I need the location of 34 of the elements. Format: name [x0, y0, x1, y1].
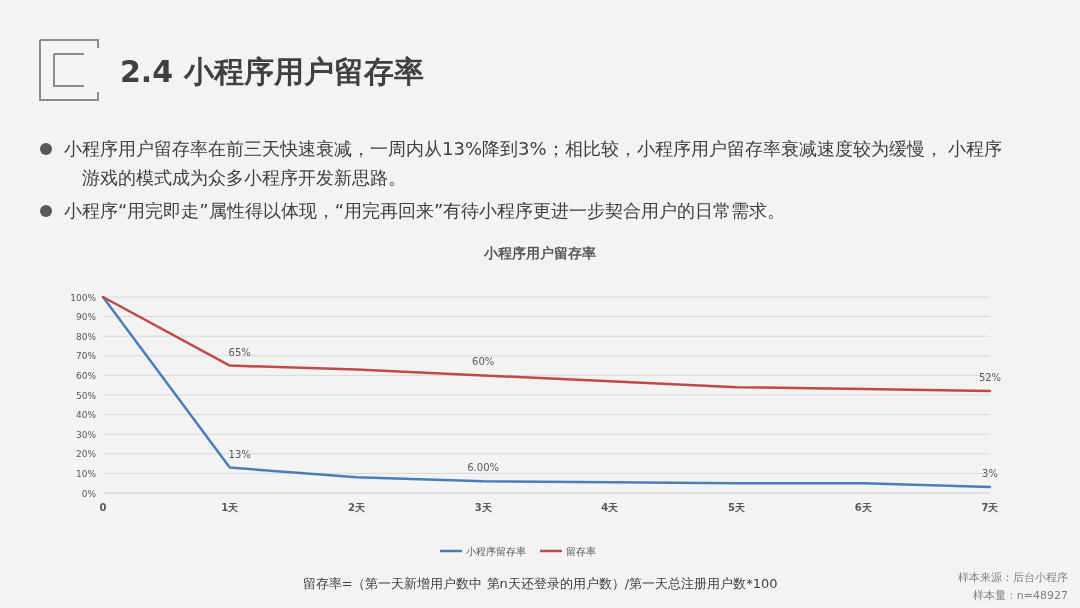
x-tick-label: 6天	[854, 502, 873, 513]
text: 样本量：n=48927	[972, 589, 1068, 602]
data-label: 60%	[472, 356, 495, 368]
chart-subtitle: 小程序用户留存率	[483, 245, 596, 261]
y-tick-label: 90%	[75, 312, 97, 323]
text: 样本来源：后台小程序	[958, 571, 1068, 584]
y-tick-label: 100%	[70, 292, 97, 303]
y-tick-label: 70%	[75, 351, 97, 362]
text: 留存率=（第一天新增用户数中 第n天还登录的用户数）/第一天总注册用户数*100	[302, 576, 778, 591]
x-tick-label: 0	[99, 502, 107, 513]
x-tick-label: 4天	[601, 502, 620, 513]
chart-title: 2.4 小程序用户留存率	[120, 54, 424, 89]
text: 小程序“用完即走”属性得以体现，“用完再回来”有待小程序更进一步契合用户的日常需求。	[64, 200, 786, 221]
legend-label: 小程序留存率	[466, 545, 526, 557]
data-label: 6.00%	[467, 462, 500, 474]
data-label: 13%	[228, 448, 251, 460]
x-tick-label: 1天	[221, 502, 240, 513]
data-label: 65%	[228, 346, 251, 358]
data-label: 52%	[978, 372, 1002, 384]
y-tick-label: 80%	[75, 331, 97, 342]
data-label: 3%	[982, 468, 998, 480]
x-tick-label: 2天	[347, 502, 366, 513]
y-tick-label: 0%	[81, 488, 97, 499]
x-tick-label: 3天	[474, 502, 493, 513]
x-tick-label: 5天	[728, 502, 747, 513]
x-tick-label: 7天	[981, 502, 1000, 513]
y-tick-label: 60%	[75, 370, 97, 381]
y-tick-label: 10%	[75, 468, 97, 479]
y-tick-label: 20%	[75, 449, 97, 460]
text: 小程序用户留存率在前三天快速衰减，一周内从13%降到3%；相比较，小程序用户留存率衰减速度较为缓慢， 小程序游戏的模式成为众多小程序开发新思路。	[64, 138, 1003, 188]
y-tick-label: 40%	[75, 410, 97, 421]
y-tick-label: 30%	[75, 429, 97, 440]
legend-label: 留存率	[566, 545, 596, 557]
y-tick-label: 50%	[75, 390, 97, 401]
